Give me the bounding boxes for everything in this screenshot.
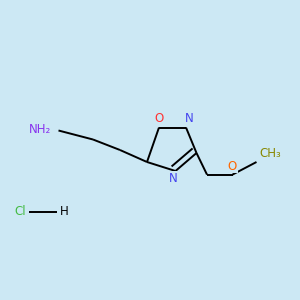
Text: N: N	[185, 112, 194, 125]
Text: N: N	[169, 172, 178, 185]
Text: H: H	[60, 205, 69, 218]
Text: O: O	[154, 112, 164, 125]
Text: NH₂: NH₂	[29, 123, 51, 136]
Text: CH₃: CH₃	[259, 147, 281, 160]
Text: O: O	[228, 160, 237, 173]
Text: Cl: Cl	[14, 205, 26, 218]
